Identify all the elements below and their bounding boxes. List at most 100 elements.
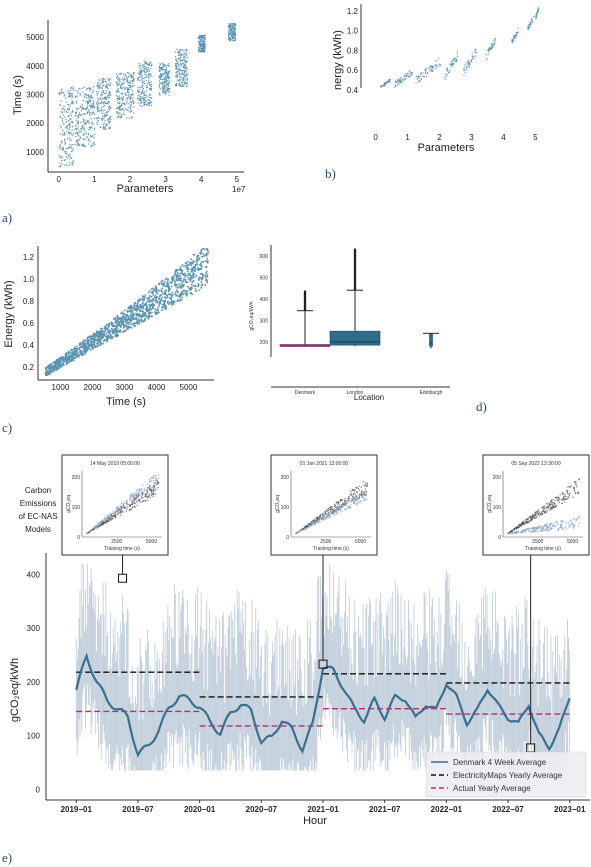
- scatter-point: [181, 63, 183, 65]
- scatter-point: [67, 90, 69, 92]
- scatter-point: [177, 295, 179, 297]
- scatter-point: [103, 115, 105, 117]
- scatter-point: [96, 94, 98, 96]
- scatter-point: [147, 309, 150, 312]
- y-tick-label: 3000: [26, 91, 44, 100]
- scatter-point: [127, 109, 129, 111]
- scatter-point: [61, 159, 63, 162]
- scatter-point: [67, 147, 69, 149]
- inset-point-dark: [107, 519, 109, 521]
- scatter-point: [170, 285, 173, 288]
- scatter-point: [157, 289, 160, 292]
- scatter-point: [389, 79, 391, 81]
- scatter-point: [141, 315, 144, 318]
- scatter-point: [206, 275, 209, 278]
- scatter-point: [145, 90, 148, 92]
- scatter-point: [199, 47, 201, 49]
- inset-point-dark: [327, 511, 330, 514]
- scatter-point: [93, 111, 95, 114]
- scatter-point: [148, 84, 150, 86]
- scatter-point: [397, 79, 399, 81]
- scatter-point: [159, 296, 161, 298]
- scatter-point: [83, 127, 85, 129]
- inset-point-dark: [153, 487, 155, 489]
- inset-point-dark: [101, 523, 104, 525]
- scatter-point: [62, 129, 64, 131]
- scatter-point: [168, 286, 170, 289]
- scatter-point: [400, 77, 402, 79]
- scatter-point: [122, 321, 124, 324]
- inset-point-dark: [326, 510, 329, 512]
- scatter-point: [77, 133, 79, 136]
- scatter-point: [159, 94, 161, 96]
- chart-c-time-vs-energy: 1000 2000 3000 4000 50000.20.40.60.81.01.2Ti…: [3, 246, 214, 408]
- scatter-point: [141, 304, 143, 307]
- scatter-point: [68, 124, 70, 126]
- scatter-point: [109, 126, 111, 129]
- scatter-point: [407, 75, 410, 77]
- scatter-point: [68, 357, 71, 360]
- scatter-point: [73, 346, 76, 348]
- scatter-point: [118, 73, 121, 75]
- scatter-point: [199, 51, 201, 53]
- scatter-point: [76, 353, 79, 356]
- x-tick-label: 5: [235, 175, 240, 184]
- scatter-point: [68, 355, 70, 358]
- scatter-point: [410, 72, 412, 74]
- scatter-point: [143, 70, 146, 72]
- scatter-point: [61, 155, 63, 157]
- scatter-point: [101, 100, 103, 102]
- scatter-point: [419, 73, 421, 75]
- scatter-point: [531, 21, 534, 23]
- scatter-point: [164, 299, 166, 302]
- scatter-point: [182, 76, 184, 79]
- scatter-point: [97, 106, 99, 108]
- scatter-point: [189, 287, 192, 289]
- scatter-point: [99, 79, 101, 81]
- scatter-point: [52, 366, 55, 368]
- scatter-point: [128, 81, 130, 83]
- scatter-point: [201, 255, 203, 258]
- scatter-point: [535, 13, 538, 15]
- y-tick-label: 400: [27, 570, 41, 579]
- scatter-point: [165, 73, 168, 75]
- scatter-point: [76, 127, 78, 130]
- scatter-point: [137, 94, 139, 97]
- inset-point-blue: [94, 527, 96, 529]
- inset-point-blue: [128, 498, 131, 500]
- inset-point-dark: [119, 511, 121, 514]
- scatter-point: [516, 33, 518, 35]
- scatter-point: [65, 148, 67, 150]
- scatter-point: [143, 67, 145, 69]
- scatter-point: [181, 284, 184, 286]
- scatter-point: [159, 82, 161, 85]
- x-axis-title: Hour: [303, 815, 327, 827]
- scatter-point: [93, 332, 95, 335]
- x-tick-label: 2: [128, 175, 133, 184]
- scatter-point: [121, 98, 123, 100]
- scatter-point: [122, 325, 125, 328]
- scatter-point: [168, 87, 170, 90]
- scatter-point: [129, 325, 132, 328]
- inset-point-dark: [330, 508, 332, 510]
- scatter-point: [137, 102, 139, 104]
- scatter-point: [108, 106, 110, 108]
- scatter-point: [77, 121, 79, 123]
- scatter-point: [160, 74, 162, 76]
- scatter-point: [206, 281, 209, 284]
- scatter-point: [158, 92, 160, 94]
- scatter-point: [83, 339, 86, 341]
- scatter-point: [155, 288, 158, 291]
- scatter-point: [130, 98, 132, 100]
- scatter-point: [230, 34, 232, 36]
- scatter-point: [131, 82, 134, 85]
- scatter-point: [109, 120, 111, 122]
- scatter-point: [204, 274, 206, 277]
- scatter-point: [159, 302, 162, 305]
- scatter-point: [109, 78, 111, 80]
- scatter-point: [68, 359, 70, 361]
- scatter-point: [151, 97, 153, 99]
- scatter-point: [130, 323, 133, 325]
- scatter-point: [75, 95, 77, 97]
- scatter-point: [91, 92, 93, 94]
